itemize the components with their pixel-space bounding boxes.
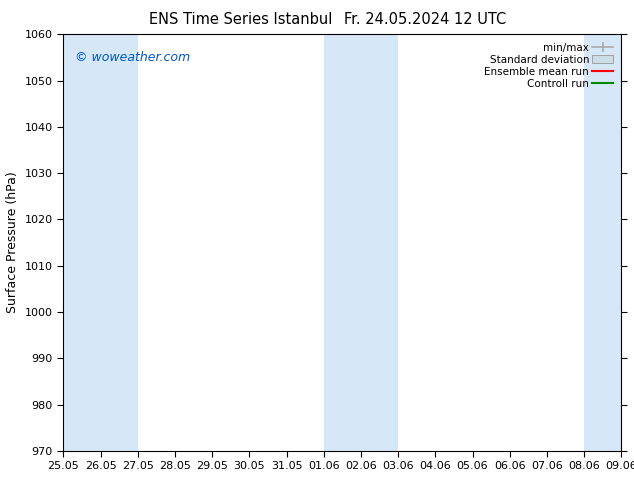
Text: Fr. 24.05.2024 12 UTC: Fr. 24.05.2024 12 UTC bbox=[344, 12, 506, 27]
Text: © woweather.com: © woweather.com bbox=[75, 51, 190, 64]
Legend: min/max, Standard deviation, Ensemble mean run, Controll run: min/max, Standard deviation, Ensemble me… bbox=[481, 40, 616, 92]
Bar bbox=[63, 34, 101, 451]
Bar bbox=[584, 34, 621, 451]
Text: ENS Time Series Istanbul: ENS Time Series Istanbul bbox=[149, 12, 333, 27]
Bar bbox=[101, 34, 138, 451]
Y-axis label: Surface Pressure (hPa): Surface Pressure (hPa) bbox=[6, 172, 19, 314]
Bar bbox=[361, 34, 398, 451]
Bar bbox=[324, 34, 361, 451]
